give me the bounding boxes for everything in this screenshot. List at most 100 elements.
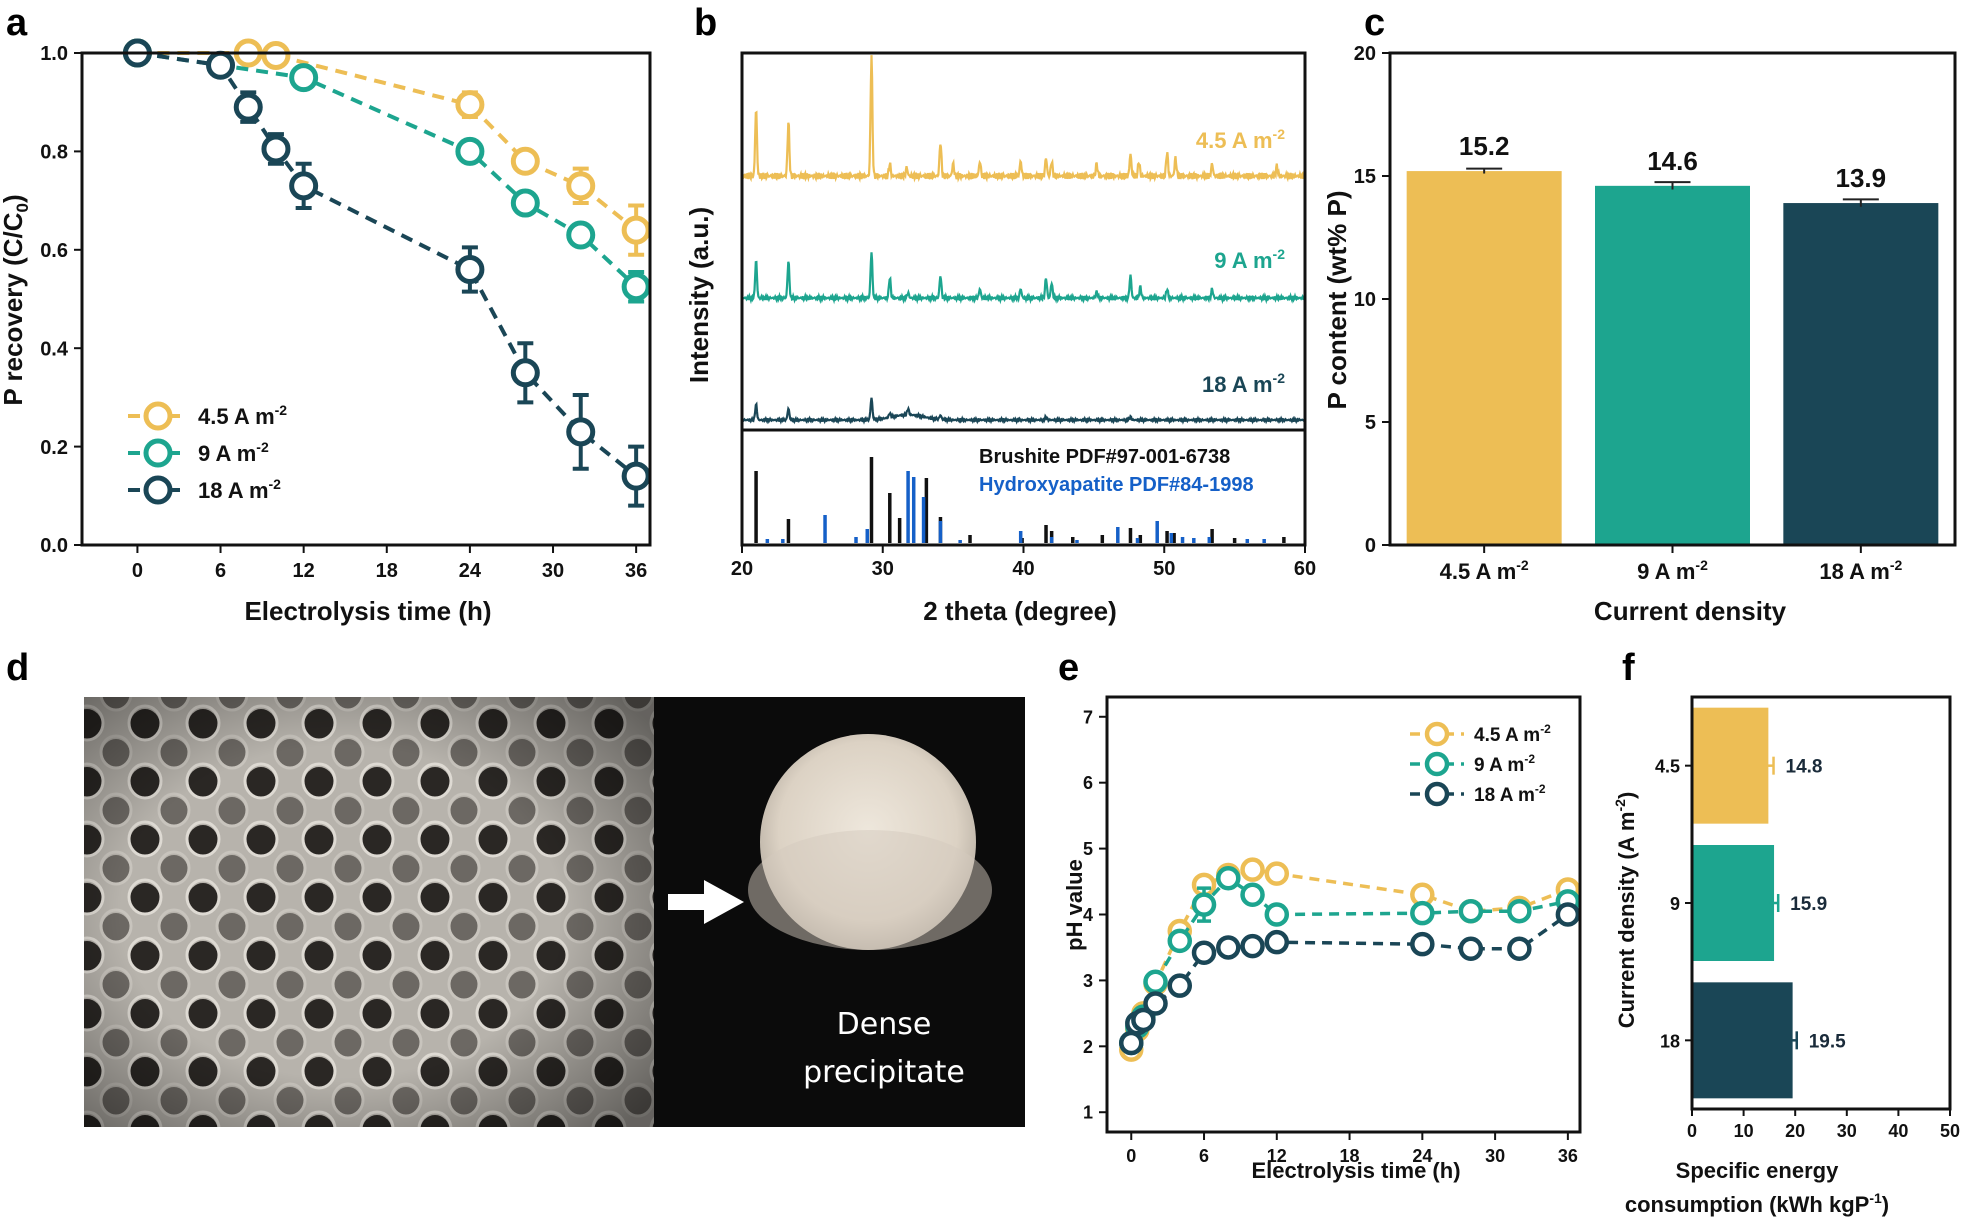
- chart-b-xlabel: 2 theta (degree): [923, 596, 1117, 626]
- x-tick-label: 30: [872, 558, 894, 580]
- legend-label: 9 A m-2: [198, 439, 269, 466]
- data-point: [1458, 936, 1484, 962]
- series-line: [137, 51, 638, 289]
- bar-value-label: 13.9: [1836, 163, 1887, 193]
- xrd-trace-label-sup: -2: [1273, 370, 1286, 386]
- legend-label-main: 9 A m: [198, 441, 256, 466]
- legend-label: 9 A m-2: [1474, 752, 1535, 776]
- data-point: [510, 188, 540, 218]
- x-tick-label: 0: [132, 560, 143, 582]
- xrd-trace-label-sup: -2: [1273, 126, 1286, 142]
- bar: [1406, 171, 1562, 545]
- bar: [1692, 982, 1793, 1099]
- data-point: [233, 92, 263, 122]
- plot-frame: [80, 51, 652, 547]
- bar: [1595, 185, 1750, 545]
- data-point: [1119, 1030, 1144, 1056]
- y-tick-label: 7: [1083, 707, 1093, 727]
- data-point: [621, 272, 651, 302]
- y-tick-label: 0.2: [40, 437, 68, 459]
- chart-c-xlabel: Current density: [1594, 596, 1787, 626]
- panel-letter-a: a: [6, 2, 28, 44]
- legend-label-sup: -2: [256, 439, 269, 455]
- legend-label-sup: -2: [1540, 722, 1551, 736]
- xrd-trace-label-main: 18 A m: [1202, 372, 1273, 397]
- chart-e-ylabel: pH value: [1062, 859, 1087, 951]
- data-point: [1167, 973, 1193, 998]
- chart-f-xlabel-sup: -1: [1869, 1190, 1882, 1206]
- data-point: [1191, 892, 1217, 917]
- x-tick-label-main: 4.5 A m: [1440, 559, 1517, 584]
- xrd-trace-label-sup: -2: [1273, 246, 1286, 262]
- y-tick-label: 9: [1670, 894, 1680, 914]
- bar: [1692, 707, 1769, 824]
- plot-frame: [1105, 695, 1582, 1134]
- legend-label-sup: -2: [1535, 782, 1546, 796]
- x-tick-label: 20: [731, 558, 753, 580]
- chart-b-ylabel: Intensity (a.u.): [684, 207, 714, 383]
- panel-letter-b: b: [694, 2, 717, 44]
- series-line: [137, 51, 638, 232]
- legend-label-sup: -2: [1524, 752, 1535, 766]
- x-tick-label: 9 A m-2: [1637, 557, 1708, 584]
- legend-label: 18 A m-2: [198, 476, 281, 503]
- xrd-trace-label: 4.5 A m-2: [1196, 126, 1285, 153]
- data-point: [1240, 882, 1265, 907]
- y-tick-label: 0.4: [40, 338, 69, 360]
- y-tick-label: 0.6: [40, 240, 68, 262]
- chart-f-ylabel-close: ): [1614, 792, 1639, 799]
- data-point: [1507, 898, 1532, 924]
- data-point: [1216, 866, 1241, 891]
- bar-value-label: 15.2: [1459, 131, 1510, 161]
- chart-a-xlabel: Electrolysis time (h): [244, 596, 491, 626]
- data-point: [1410, 900, 1435, 926]
- x-tick-label: 4.5 A m-2: [1440, 557, 1529, 584]
- panel-letter-d: d: [6, 647, 29, 689]
- x-tick-label: 40: [1012, 558, 1034, 580]
- legend-marker: [1424, 751, 1450, 777]
- plot-frame: [1690, 695, 1952, 1111]
- x-tick-label: 24: [1412, 1146, 1432, 1166]
- data-point: [566, 417, 596, 447]
- bar-value-label: 15.9: [1790, 894, 1827, 915]
- x-tick-label: 6: [1199, 1146, 1209, 1166]
- photo-d: Dense precipitate: [84, 697, 1025, 1127]
- data-point: [621, 461, 651, 491]
- plot-frame: [740, 51, 1307, 547]
- y-tick-label: 2: [1083, 1037, 1093, 1057]
- x-tick-label-sup: -2: [1890, 557, 1903, 573]
- chart-c-ylabel: P content (wt% P): [1322, 190, 1352, 409]
- data-point: [289, 171, 319, 201]
- chart-e-xlabel: Electrolysis time (h): [1251, 1158, 1460, 1183]
- legend-label-sup: -2: [269, 476, 282, 492]
- y-tick-label: 5: [1365, 412, 1376, 434]
- bar: [1783, 203, 1939, 545]
- chart-f: 14.8 4.5 15.9 9 19.5 18 0 10 20 30 40 50: [1655, 695, 1960, 1141]
- chart-a-ylabel-close: ): [0, 194, 28, 203]
- panel-letter-e: e: [1058, 647, 1079, 689]
- x-tick-label: 20: [1785, 1121, 1805, 1141]
- data-point: [1143, 991, 1168, 1016]
- data-point: [1240, 857, 1265, 882]
- xrd-trace-label-main: 4.5 A m: [1196, 128, 1273, 153]
- chart-f-ylabel-sup: -2: [1612, 799, 1628, 812]
- data-point: [289, 63, 319, 93]
- data-point: [1143, 969, 1168, 994]
- x-tick-label: 6: [215, 560, 226, 582]
- data-point: [455, 136, 485, 166]
- x-tick-label: 0: [1126, 1146, 1136, 1166]
- reference-label: Brushite PDF#97-001-6738: [979, 446, 1230, 468]
- y-tick-label: 10: [1354, 289, 1376, 311]
- data-point: [1191, 940, 1217, 965]
- y-tick-label: 15: [1354, 166, 1376, 188]
- data-point: [566, 171, 596, 201]
- data-point: [1410, 931, 1435, 957]
- data-point: [455, 254, 485, 284]
- data-point: [261, 40, 291, 70]
- x-tick-label: 30: [1485, 1146, 1505, 1166]
- y-tick-label: 0.8: [40, 142, 68, 164]
- y-tick-label: 20: [1354, 43, 1376, 65]
